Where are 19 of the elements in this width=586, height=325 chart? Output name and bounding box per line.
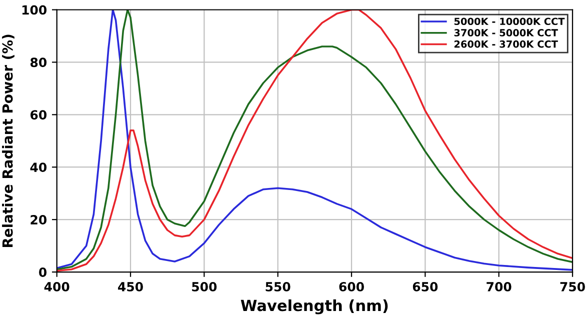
y-axis-title: Relative Radiant Power (%) <box>2 34 14 247</box>
x-tick-label: 600 <box>339 282 364 292</box>
legend-label: 5000K - 10000K CCT <box>454 18 565 26</box>
y-tick-label: 100 <box>22 5 47 15</box>
y-tick-label: 0 <box>39 267 47 277</box>
legend-label: 3700K - 5000K CCT <box>454 29 558 36</box>
x-tick-label: 700 <box>486 282 512 292</box>
x-tick-label: 500 <box>192 282 217 292</box>
x-tick-label: 750 <box>560 282 585 292</box>
x-tick-label: 450 <box>118 282 143 292</box>
y-tick-label: 20 <box>30 215 47 224</box>
x-tick-label: 400 <box>44 282 70 292</box>
y-tick-label: 80 <box>30 58 47 68</box>
legend-label: 2600K - 3700K CCT <box>454 40 558 48</box>
x-tick-label: 550 <box>266 282 290 292</box>
y-tick-label: 40 <box>30 162 47 172</box>
x-tick-label: 650 <box>412 282 438 292</box>
y-tick-label: 60 <box>30 110 47 120</box>
x-axis-title: Wavelength (nm) <box>240 299 388 314</box>
